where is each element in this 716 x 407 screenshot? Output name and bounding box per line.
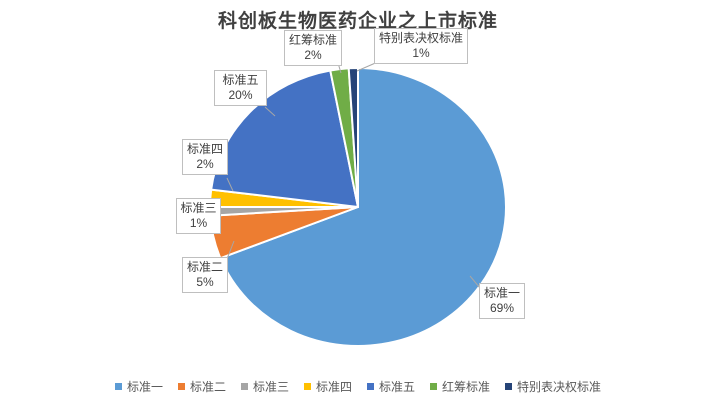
legend-label-std3: 标准三 xyxy=(252,380,289,394)
callout-std4: 标准四 2% xyxy=(182,139,228,175)
callout-special-voting: 特别表决权标准 1% xyxy=(374,28,468,64)
callout-std4-name: 标准四 xyxy=(186,142,223,156)
legend-item-std5: 标准五 xyxy=(367,378,415,395)
pie-slices xyxy=(208,66,507,347)
callout-std5: 标准五 20% xyxy=(214,70,267,106)
leader-line-std1 xyxy=(469,275,481,289)
callout-std1-value: 69% xyxy=(489,301,515,315)
legend-marker-std4 xyxy=(303,383,311,390)
legend-label-std2: 标准二 xyxy=(189,380,226,394)
leader-line-std3 xyxy=(220,210,235,213)
legend-item-redchip: 红筹标准 xyxy=(430,378,490,395)
callout-std2-name: 标准二 xyxy=(186,260,223,274)
callout-std3-value: 1% xyxy=(189,216,208,230)
legend-item-std3: 标准三 xyxy=(240,378,289,395)
legend-item-special-voting: 特别表决权标准 xyxy=(505,378,601,395)
callout-std2-value: 5% xyxy=(196,275,214,289)
legend-label-std5: 标准五 xyxy=(379,380,416,394)
leader-line-std4 xyxy=(226,177,234,192)
chart-legend: 标准一 标准二 标准三 标准四 标准五 红筹标准 特别表决权标准 xyxy=(0,378,716,395)
callout-std1-name: 标准一 xyxy=(483,286,520,300)
callout-std5-name: 标准五 xyxy=(222,73,259,87)
leader-lines xyxy=(220,60,481,289)
callout-std3-name: 标准三 xyxy=(180,201,217,215)
callout-std5-value: 20% xyxy=(228,88,253,102)
chart-title: 科创板生物医药企业之上市标准 xyxy=(217,11,498,32)
legend-marker-redchip xyxy=(430,383,438,390)
leader-line-std5 xyxy=(264,106,276,117)
legend-marker-std3 xyxy=(240,383,248,390)
legend-label-std4: 标准四 xyxy=(315,380,352,394)
legend-label-redchip: 红筹标准 xyxy=(442,380,491,394)
callout-redchip-value: 2% xyxy=(304,48,322,62)
callout-redchip: 红筹标准 2% xyxy=(284,30,342,66)
legend-marker-std2 xyxy=(177,383,185,390)
legend-marker-std1 xyxy=(114,383,122,390)
callout-redchip-name: 红筹标准 xyxy=(288,33,337,47)
legend-marker-special-voting xyxy=(505,383,513,390)
legend-item-std4: 标准四 xyxy=(303,378,352,395)
callout-special-voting-name: 特别表决权标准 xyxy=(378,31,463,45)
legend-item-std2: 标准二 xyxy=(177,378,226,395)
callout-std3: 标准三 1% xyxy=(176,198,221,234)
leader-line-std2 xyxy=(226,240,235,260)
legend-marker-std5 xyxy=(367,383,374,390)
callout-special-voting-value: 1% xyxy=(412,46,430,60)
pie-slice-6 xyxy=(347,66,359,208)
legend-label-special-voting: 特别表决权标准 xyxy=(517,380,602,394)
callout-std1: 标准一 69% xyxy=(479,283,525,319)
legend-label-std1: 标准一 xyxy=(126,380,163,394)
callout-std4-value: 2% xyxy=(196,157,214,171)
callout-std2: 标准二 5% xyxy=(182,257,228,293)
legend-item-std1: 标准一 xyxy=(114,378,163,395)
